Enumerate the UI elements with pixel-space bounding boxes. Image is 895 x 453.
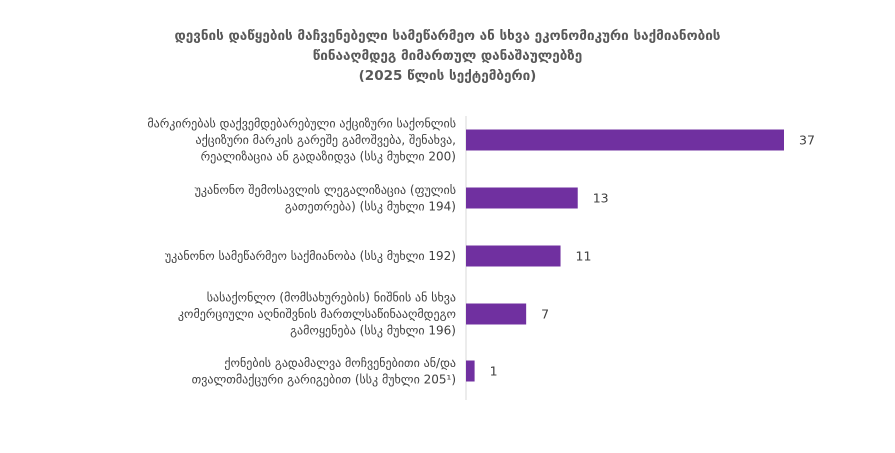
category-labels-group: მარკირებას დაქვემდებარებული აქციზური საქ…: [147, 117, 456, 387]
value-label-5: 1: [490, 364, 498, 379]
bar-5: [466, 360, 475, 382]
chart-title-line-1: დევნის დაწყების მაჩვენებელი სამეწარმეო ა…: [174, 28, 721, 44]
value-label-1: 37: [799, 133, 815, 148]
category-label-4: სასაქონლო (მომსახურების) ნიშნის ან სხვა კ…: [178, 291, 456, 338]
category-label-1-line-3: რეალიზაცია ან გადაზიდვა (სსკ მუხლი 200): [201, 150, 456, 164]
category-label-5-line-2: თვალთმაქცური გარიგებით (სსკ მუხლი 205¹): [192, 372, 456, 386]
category-label-4-line-2: კომერციული აღნიშვნის მართლსაწინააღმდეგო: [178, 307, 456, 321]
category-label-3: უკანონო სამეწარმეო საქმიანობა (სსკ მუხლი…: [165, 249, 456, 263]
category-label-3-line-1: უკანონო სამეწარმეო საქმიანობა (სსკ მუხლი…: [165, 249, 456, 263]
category-label-2-line-1: უკანონო შემოსავლის ლეგალიზაცია (ფულის: [195, 183, 456, 197]
category-label-5: ქონების გადამალვა მოჩვენებითი ან/და თვალთ…: [192, 356, 456, 387]
value-label-3: 11: [576, 249, 592, 264]
category-label-1-line-2: აქციზური მარკის გარეშე გამოშვება, შენახვ…: [196, 133, 456, 147]
chart-title-line-3: (2025 წლის სექტემბერი): [358, 68, 537, 84]
chart-title-line-2: წინააღმდეგ მიმართულ დანაშაულებზე: [312, 48, 583, 64]
bar-4: [466, 303, 527, 325]
bar-2: [466, 187, 578, 209]
value-label-2: 13: [593, 191, 609, 206]
chart-title: დევნის დაწყების მაჩვენებელი სამეწარმეო ა…: [0, 26, 895, 86]
category-label-5-line-1: ქონების გადამალვა მოჩვენებითი ან/და: [224, 356, 456, 370]
value-label-4: 7: [541, 307, 549, 322]
category-label-4-line-3: გამოყენება (სსკ მუხლი 196): [290, 324, 456, 338]
value-labels-group: 37 13 11 7 1: [490, 133, 815, 379]
bar-3: [466, 245, 561, 267]
bars-group: [466, 129, 784, 382]
category-label-2-line-2: გათეთრება) (სსკ მუხლი 194): [285, 199, 456, 213]
category-label-2: უკანონო შემოსავლის ლეგალიზაცია (ფულის გათ…: [195, 183, 456, 214]
category-label-1-line-1: მარკირებას დაქვემდებარებული აქციზური საქ…: [147, 117, 456, 131]
bar-1: [466, 129, 784, 151]
category-label-1: მარკირებას დაქვემდებარებული აქციზური საქ…: [147, 117, 456, 164]
category-label-4-line-1: სასაქონლო (მომსახურების) ნიშნის ან სხვა: [207, 291, 456, 305]
